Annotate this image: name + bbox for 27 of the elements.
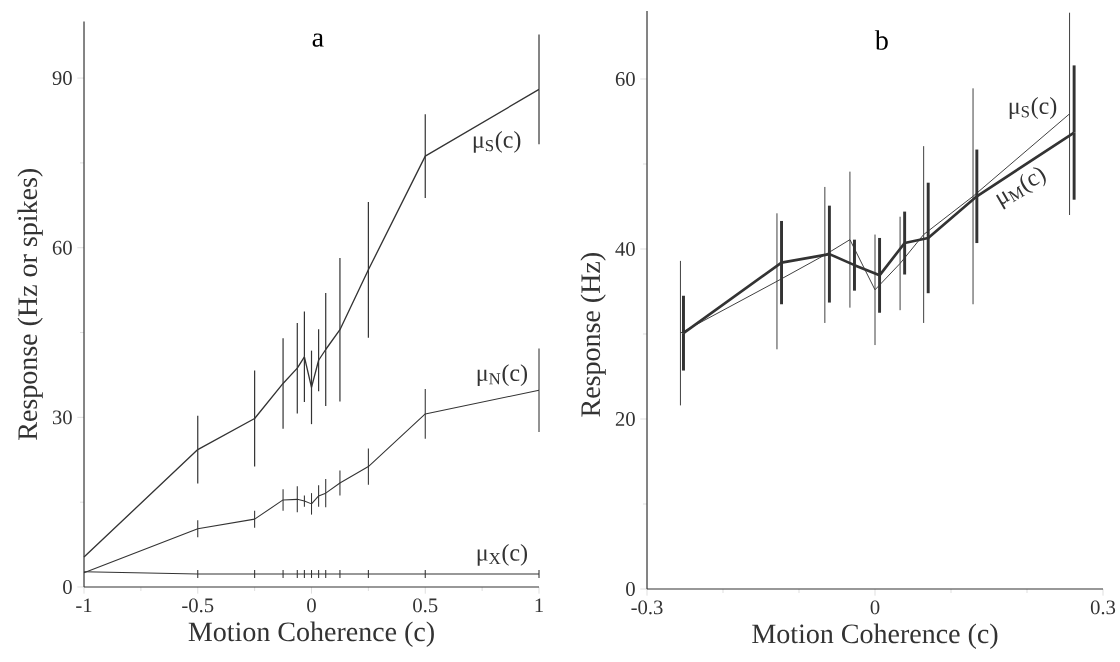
- y-tick-label: 90: [52, 71, 72, 86]
- x-tick-label: 0: [307, 598, 316, 613]
- text: μ$_{M}$(c): [996, 167, 1046, 210]
- series-label: μ$_{S}$(c): [473, 130, 521, 153]
- y-tick-label: 60: [52, 240, 72, 255]
- x-tick-label: -0.5: [182, 598, 214, 613]
- y-tick-label: 60: [615, 72, 635, 86]
- x-axis-title: Motion Coherence (c): [752, 623, 998, 649]
- text: b: [874, 30, 888, 50]
- x-tick-label: 0.5: [413, 598, 438, 613]
- series-label: μ$_{X}$(c): [477, 543, 528, 566]
- series-label: μ$_{S}$(c): [1009, 97, 1057, 119]
- y-tick-label: 20: [615, 412, 635, 426]
- y-axis-title: Response (Hz or spikes): [17, 169, 43, 440]
- x-tick-label: -0.3: [631, 600, 663, 615]
- x-tick-label: 1: [535, 598, 543, 613]
- y-tick-label: 40: [615, 242, 635, 256]
- x-tick-label: 0.3: [1090, 600, 1116, 615]
- x-axis-title: Motion Coherence (c): [188, 621, 434, 647]
- y-tick-label: 0: [626, 582, 635, 596]
- y-axis-title: Response (Hz): [580, 253, 606, 417]
- y-tick-label: 30: [52, 410, 72, 425]
- series-label: μ$_{N}$(c): [477, 364, 528, 386]
- chart-title: a: [312, 33, 324, 47]
- y-tick-label: 0: [63, 580, 72, 594]
- x-tick-label: 0: [870, 600, 880, 615]
- x-tick-label: -1: [76, 598, 92, 613]
